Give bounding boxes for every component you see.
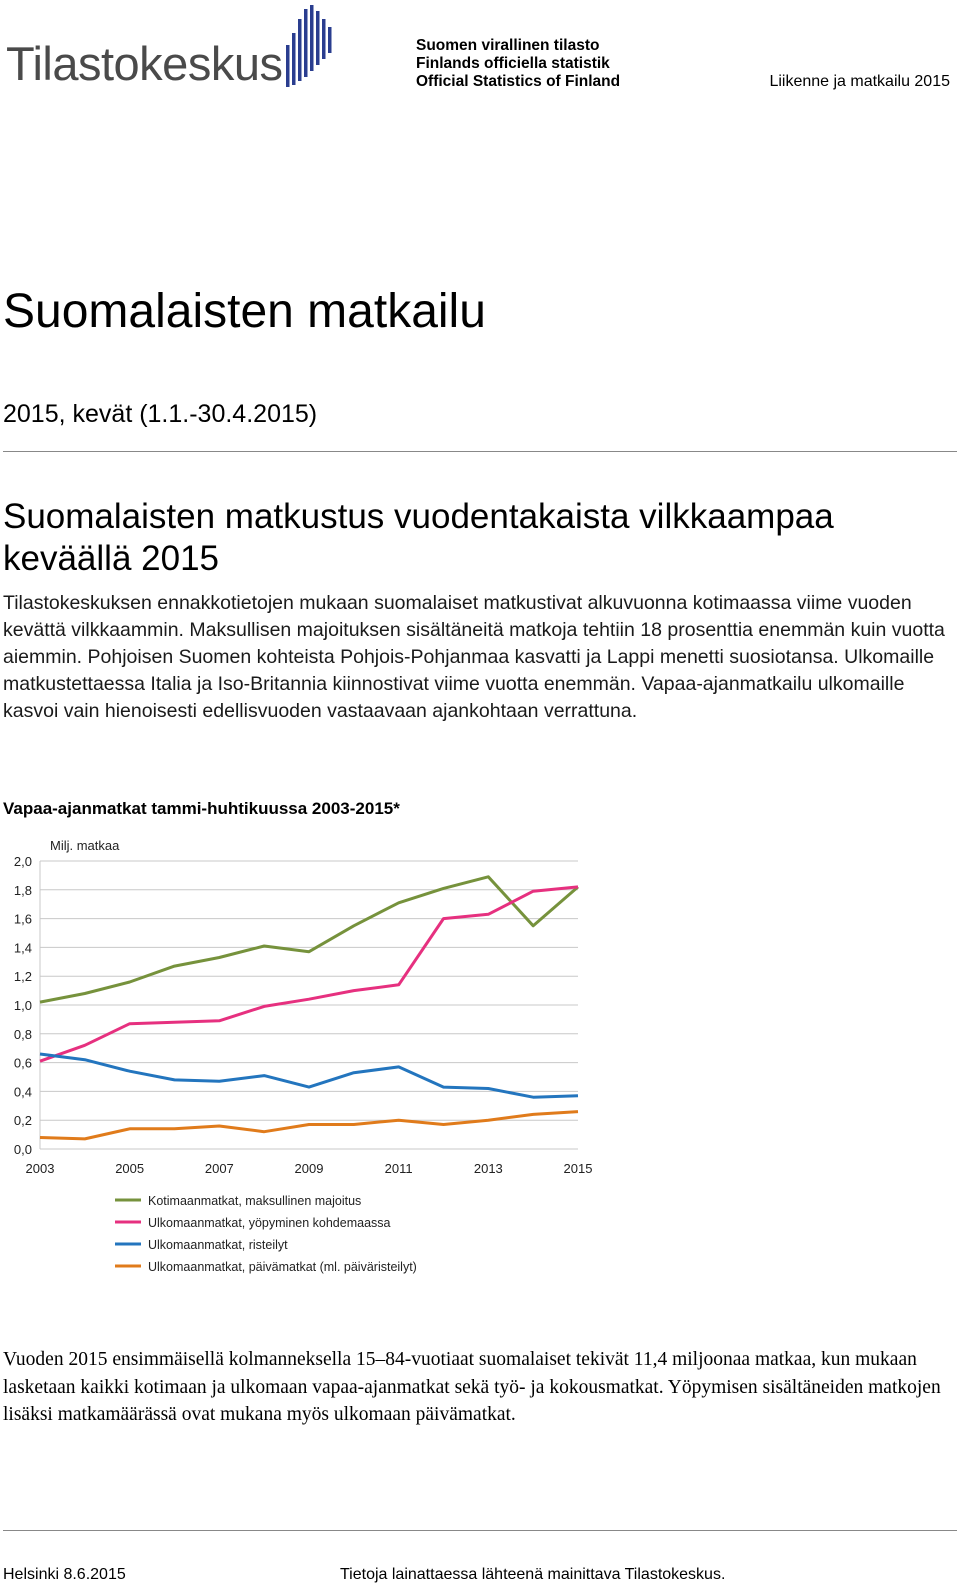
footer-divider bbox=[3, 1530, 957, 1531]
y-axis-label: Milj. matkaa bbox=[50, 838, 120, 853]
article-lead: Tilastokeskuksen ennakkotietojen mukaan … bbox=[3, 592, 945, 722]
series-line bbox=[39, 885, 579, 1063]
y-tick-label: 0,2 bbox=[14, 1113, 32, 1128]
y-tick-label: 1,4 bbox=[14, 940, 32, 955]
logo-bars-icon bbox=[286, 5, 332, 87]
body-paragraph: Vuoden 2015 ensimmäisellä kolmanneksella… bbox=[3, 1349, 941, 1425]
article-headline: Suomalaisten matkustus vuodentakaista vi… bbox=[3, 497, 834, 578]
x-tick-label: 2003 bbox=[26, 1161, 55, 1176]
y-tick-label: 1,0 bbox=[14, 998, 32, 1013]
series-line bbox=[39, 1110, 579, 1141]
y-tick-label: 1,2 bbox=[14, 969, 32, 984]
footer-note: Tietoja lainattaessa lähteenä mainittava… bbox=[340, 1566, 726, 1583]
x-tick-label: 2007 bbox=[205, 1161, 234, 1176]
official-stats-line-2: Finlands officiella statistik bbox=[416, 55, 610, 72]
official-stats-line-1: Suomen virallinen tilasto bbox=[416, 37, 600, 54]
y-tick-label: 0,0 bbox=[14, 1142, 32, 1157]
y-tick-label: 1,8 bbox=[14, 883, 32, 898]
y-tick-label: 1,6 bbox=[14, 912, 32, 927]
official-stats-line-3: Official Statistics of Finland bbox=[416, 73, 621, 90]
series-line bbox=[39, 875, 579, 1004]
divider bbox=[3, 451, 957, 452]
legend-label: Ulkomaanmatkat, risteilyt bbox=[148, 1238, 288, 1252]
legend-label: Ulkomaanmatkat, yöpyminen kohdemaassa bbox=[148, 1216, 391, 1230]
y-tick-label: 0,8 bbox=[14, 1027, 32, 1042]
series-line bbox=[39, 1052, 579, 1099]
period-subtitle: 2015, kevät (1.1.-30.4.2015) bbox=[3, 400, 318, 428]
publication-series: Liikenne ja matkailu 2015 bbox=[769, 73, 950, 90]
x-tick-label: 2009 bbox=[295, 1161, 324, 1176]
x-tick-label: 2015 bbox=[564, 1161, 593, 1176]
legend-label: Kotimaanmatkat, maksullinen majoitus bbox=[148, 1194, 361, 1208]
footer-date: Helsinki 8.6.2015 bbox=[3, 1566, 126, 1583]
legend-label: Ulkomaanmatkat, päivämatkat (ml. päiväri… bbox=[148, 1260, 417, 1274]
y-tick-label: 0,4 bbox=[14, 1084, 32, 1099]
x-tick-label: 2005 bbox=[115, 1161, 144, 1176]
x-tick-label: 2011 bbox=[385, 1161, 413, 1176]
y-tick-label: 0,6 bbox=[14, 1056, 32, 1071]
y-tick-label: 2,0 bbox=[14, 854, 32, 869]
line-chart: 0,0 0,2 0,4 0,6 0,8 1,0 1,2 1,4 1,6 1,8 2,0 2003 200… bbox=[14, 838, 593, 1274]
page-title: Suomalaisten matkailu bbox=[3, 285, 486, 338]
chart-title: Vapaa-ajanmatkat tammi-huhtikuussa 2003-… bbox=[3, 799, 400, 818]
logo-wordmark: Tilastokeskus bbox=[6, 37, 283, 90]
x-tick-label: 2013 bbox=[474, 1161, 503, 1176]
